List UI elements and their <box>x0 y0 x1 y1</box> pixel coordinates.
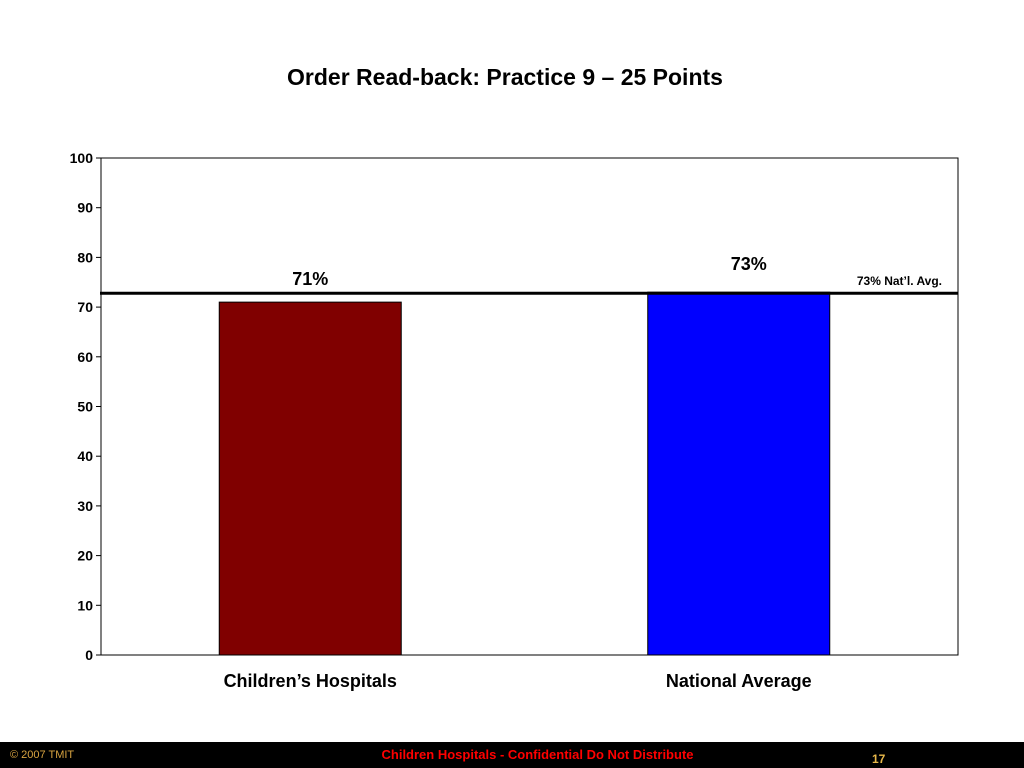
y-tick-label: 50 <box>77 399 93 415</box>
confidential-notice: Children Hospitals - Confidential Do Not… <box>381 747 694 762</box>
data-label: 71% <box>292 269 328 289</box>
y-tick-label: 10 <box>77 597 93 613</box>
footer-bar: © 2007 TMIT Children Hospitals - Confide… <box>0 742 1024 768</box>
page-number: 17 <box>872 752 886 766</box>
bar <box>218 301 402 656</box>
x-tick-label: Children’s Hospitals <box>224 671 397 691</box>
x-tick-label: National Average <box>666 671 812 691</box>
bar-chart: 0 10 20 30 40 50 60 70 80 90 100 71% Children’s Hosp… <box>70 150 959 691</box>
y-tick-label: 40 <box>77 448 93 464</box>
y-tick-label: 100 <box>70 150 94 166</box>
copyright-text: © 2007 TMIT <box>10 749 75 761</box>
y-tick-label: 60 <box>77 349 93 365</box>
y-tick-label: 20 <box>77 548 93 564</box>
y-tick-label: 0 <box>85 647 93 663</box>
y-tick-label: 30 <box>77 498 93 514</box>
y-tick-label: 80 <box>77 249 93 265</box>
y-tick-label: 70 <box>77 299 93 315</box>
chart-title: Order Read-back: Practice 9 – 25 Points <box>287 64 723 90</box>
y-tick-label: 90 <box>77 200 93 216</box>
reference-line-label: 73% Nat’l. Avg. <box>857 274 942 288</box>
data-label: 73% <box>731 254 767 274</box>
bar <box>647 291 831 656</box>
